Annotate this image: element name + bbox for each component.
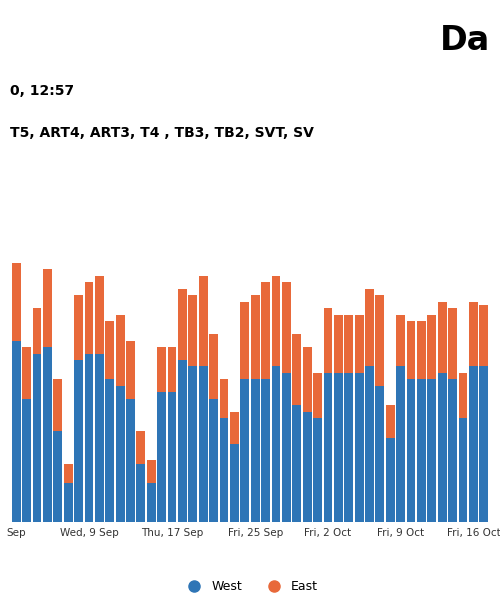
- Bar: [406, 321, 416, 379]
- Bar: [324, 373, 332, 522]
- Legend: West, East: West, East: [182, 580, 318, 593]
- Bar: [158, 347, 166, 392]
- Bar: [365, 289, 374, 367]
- Bar: [324, 308, 332, 373]
- Bar: [282, 373, 291, 522]
- Bar: [458, 373, 468, 418]
- Bar: [313, 373, 322, 418]
- Bar: [302, 347, 312, 412]
- Bar: [126, 341, 135, 399]
- Bar: [147, 483, 156, 522]
- Bar: [84, 353, 94, 522]
- Bar: [448, 379, 457, 522]
- Bar: [116, 386, 124, 522]
- Bar: [396, 367, 405, 522]
- Bar: [292, 406, 301, 522]
- Bar: [84, 282, 94, 353]
- Bar: [95, 353, 104, 522]
- Bar: [188, 295, 198, 367]
- Bar: [220, 379, 228, 418]
- Bar: [302, 412, 312, 522]
- Bar: [64, 483, 72, 522]
- Bar: [54, 379, 62, 431]
- Bar: [282, 282, 291, 373]
- Bar: [261, 282, 270, 379]
- Bar: [376, 386, 384, 522]
- Bar: [386, 406, 394, 438]
- Bar: [22, 347, 31, 399]
- Bar: [64, 464, 72, 483]
- Bar: [469, 302, 478, 367]
- Bar: [74, 360, 83, 522]
- Bar: [438, 373, 446, 522]
- Bar: [32, 308, 42, 353]
- Bar: [344, 314, 353, 373]
- Bar: [354, 314, 364, 373]
- Text: Da: Da: [440, 24, 490, 57]
- Bar: [438, 302, 446, 373]
- Bar: [230, 412, 239, 444]
- Bar: [95, 276, 104, 353]
- Bar: [240, 302, 249, 379]
- Bar: [74, 295, 83, 360]
- Bar: [168, 347, 176, 392]
- Bar: [43, 347, 52, 522]
- Bar: [188, 367, 198, 522]
- Bar: [469, 367, 478, 522]
- Bar: [168, 392, 176, 522]
- Bar: [106, 379, 114, 522]
- Bar: [209, 334, 218, 399]
- Bar: [54, 431, 62, 522]
- Bar: [220, 418, 228, 522]
- Bar: [428, 314, 436, 379]
- Bar: [178, 360, 187, 522]
- Bar: [334, 314, 342, 373]
- Bar: [32, 353, 42, 522]
- Bar: [417, 321, 426, 379]
- Bar: [376, 295, 384, 386]
- Bar: [480, 367, 488, 522]
- Bar: [209, 399, 218, 522]
- Bar: [344, 373, 353, 522]
- Bar: [12, 341, 20, 522]
- Bar: [458, 418, 468, 522]
- Bar: [354, 373, 364, 522]
- Bar: [251, 295, 260, 379]
- Text: 0, 12:57: 0, 12:57: [10, 84, 74, 98]
- Bar: [448, 308, 457, 379]
- Bar: [199, 367, 207, 522]
- Bar: [251, 379, 260, 522]
- Bar: [428, 379, 436, 522]
- Bar: [136, 431, 145, 464]
- Bar: [240, 379, 249, 522]
- Bar: [12, 263, 20, 341]
- Bar: [178, 289, 187, 360]
- Bar: [334, 373, 342, 522]
- Bar: [158, 392, 166, 522]
- Bar: [126, 399, 135, 522]
- Bar: [272, 276, 280, 367]
- Bar: [147, 460, 156, 483]
- Bar: [480, 305, 488, 367]
- Bar: [292, 334, 301, 406]
- Bar: [43, 269, 52, 347]
- Bar: [22, 399, 31, 522]
- Bar: [406, 379, 416, 522]
- Bar: [106, 321, 114, 379]
- Bar: [261, 379, 270, 522]
- Bar: [116, 314, 124, 386]
- Bar: [386, 438, 394, 522]
- Bar: [272, 367, 280, 522]
- Bar: [313, 418, 322, 522]
- Bar: [417, 379, 426, 522]
- Bar: [396, 314, 405, 367]
- Text: T5, ART4, ART3, T4 , TB3, TB2, SVT, SV: T5, ART4, ART3, T4 , TB3, TB2, SVT, SV: [10, 126, 314, 140]
- Bar: [365, 367, 374, 522]
- Bar: [136, 464, 145, 522]
- Bar: [230, 444, 239, 522]
- Bar: [199, 276, 207, 367]
